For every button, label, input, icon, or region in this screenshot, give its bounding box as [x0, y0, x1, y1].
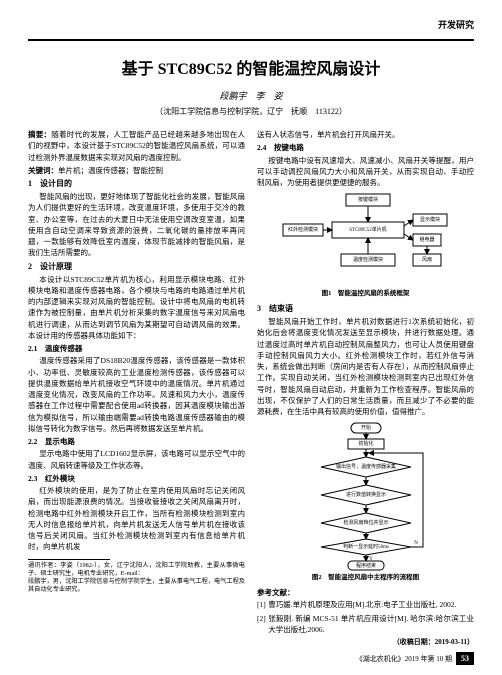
section-3-heading: 3 结束语 — [257, 303, 474, 315]
figure-2: 开始 初始化 输出信号，温度传感器采集 进行数值转换显示 — [257, 421, 474, 583]
section-22-body: 显示电路中使用了LCD1602显示屏，该电路可以显示空气中的温度、风扇转速等级及… — [28, 448, 245, 471]
abstract-label: 摘要： — [28, 130, 51, 139]
authors: 段鹏宇 李 姿 — [28, 89, 474, 102]
fig2-d3: 检测风扇档位并显示 — [343, 519, 388, 526]
footer-page: 53 — [456, 652, 474, 665]
fig1-r1: 显示模块 — [419, 216, 439, 223]
figure-2-svg: 开始 初始化 输出信号，温度传感器采集 进行数值转换显示 — [301, 421, 431, 571]
footnote: 通讯作者：李姿（1982-），女，辽宁沈阳人，沈阳工学院助教，主要从事微电子、硕… — [28, 562, 245, 594]
fig2-d4: 判断一显示延时50ms — [343, 543, 389, 550]
fig2-init: 初始化 — [358, 440, 373, 447]
references: [1]曹巧媛.单片机原理及应用[M].北京:电子工业出版社, 2002. [2]… — [257, 599, 474, 635]
right-column: 送有人状态信号，单片机会打开风扇开关。 2.4 按键电路 按键电路中设有风速增大… — [257, 129, 474, 648]
received-date: （收稿日期：2019-03-11） — [257, 637, 474, 648]
fig1-r2: 继电器 — [419, 236, 434, 243]
section-23-heading: 2.3 红外模块 — [28, 473, 245, 484]
paper-title: 基于 STC89C52 的智能温控风扇设计 — [28, 55, 474, 79]
footnote-line1: 通讯作者：李姿（1982-），女，辽宁沈阳人，沈阳工学院助教，主要从事微电子、硕… — [28, 562, 245, 578]
section-23-body: 红外模块的使用，是为了防止在室内使用风扇时忘记关闭风扇，而出现能源浪费的情况。当… — [28, 485, 245, 553]
keywords-text: 单片机；温度传感器；智能控制 — [58, 166, 163, 175]
figure-1: 按键模块 STC89C52单片机 红外检测模块 显示模块 继电器 — [257, 192, 474, 299]
section-22-heading: 2.2 显示电路 — [28, 436, 245, 447]
abstract: 摘要：随着时代的发展，人工智能产品已经越来越多地出现在人们的视野中，本设计基于S… — [28, 129, 245, 163]
page-footer: 《湖北农机化》2019 年第 10 期 53 — [356, 652, 474, 665]
footnote-line2: 段鹏宇，男，沈阳工学院信息与控制学院学生，主要从事电气工程，电气工程及其自动化专… — [28, 578, 245, 594]
body-columns: 摘要：随着时代的发展，人工智能产品已经越来越多地出现在人们的视野中，本设计基于S… — [28, 129, 474, 648]
figure-2-caption: 图2 智能温控风扇中主程序的流程图 — [257, 573, 474, 583]
ref-1: [1]曹巧媛.单片机原理及应用[M].北京:电子工业出版社, 2002. — [257, 599, 474, 610]
keywords-label: 关键词： — [28, 166, 58, 175]
fig2-start: 开始 — [360, 424, 370, 431]
abstract-text: 随着时代的发展，人工智能产品已经越来越多地出现在人们的视野中，本设计基于STC8… — [28, 130, 245, 162]
left-column: 摘要：随着时代的发展，人工智能产品已经越来越多地出现在人们的视野中，本设计基于S… — [28, 129, 245, 648]
fig1-left: 红外检测模块 — [287, 226, 317, 233]
section-2-body: 本设计以STC89C52单片机为核心，利用显示模块电路、红外模块电路和温度传感器… — [28, 274, 245, 342]
fig1-bot: 温度检测模块 — [352, 256, 382, 263]
fig1-mid: STC89C52单片机 — [349, 226, 387, 233]
fig2-d2: 进行数值转换显示 — [345, 491, 385, 498]
affiliation: （沈阳工学院信息与控制学院，辽宁 抚顺 113122） — [28, 106, 474, 117]
fig2-d1: 输出信号，温度传感器采集 — [335, 463, 395, 470]
section-21-body: 温度传感器采用了DS18B20温度传感器，该传感器是一款体积小、功率低、灵敏度较… — [28, 355, 245, 434]
fig1-fr: 风扇 — [421, 256, 431, 263]
figure-1-caption: 图1 智能温控风扇的系统框架 — [257, 289, 474, 299]
ref-2: [2]张毅刚. 新编 MCS-51 单片机应用设计[M]. 哈尔滨:哈尔滨工业大… — [257, 613, 474, 636]
section-1-body: 智能风扇的出现，更好地体现了智能化社会的发展，智能风扇为人们提供更好的生活环境，… — [28, 191, 245, 259]
fig1-top: 按键模块 — [357, 196, 377, 203]
section-23-cont: 送有人状态信号，单片机会打开风扇开关。 — [257, 129, 474, 140]
header-section: 开发研究 — [28, 18, 474, 31]
references-heading: 参考文献： — [257, 587, 474, 598]
figure-1-svg: 按键模块 STC89C52单片机 红外检测模块 显示模块 继电器 — [281, 192, 451, 287]
section-24-body: 按键电路中设有风速增大、风速减小、风扇开关等提醒，用户可以手动调控风扇风力大小和… — [257, 155, 474, 189]
section-1-heading: 1 设计目的 — [28, 178, 245, 190]
header-label: 开发研究 — [438, 18, 474, 31]
section-3-body: 智能风扇开始工作时，单片机对数据进行1次系统初始化，初始化后会将温度变化情况发送… — [257, 316, 474, 417]
section-21-heading: 2.1 温度传感器 — [28, 343, 245, 354]
section-2-heading: 2 设计原理 — [28, 261, 245, 273]
fig2-n: N — [414, 541, 418, 546]
keywords: 关键词：单片机；温度传感器；智能控制 — [28, 165, 245, 176]
footer-issue: 《湖北农机化》2019 年第 10 期 — [356, 654, 452, 664]
fig2-end: 程序结束 — [355, 562, 375, 569]
footnote-rule — [28, 559, 110, 560]
section-24-heading: 2.4 按键电路 — [257, 142, 474, 153]
header-rule — [28, 39, 474, 41]
